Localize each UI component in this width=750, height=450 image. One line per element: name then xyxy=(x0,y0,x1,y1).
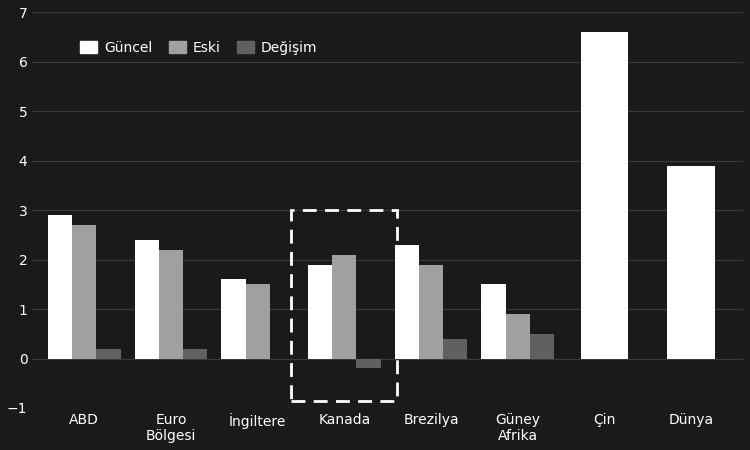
Bar xyxy=(443,339,467,359)
Bar xyxy=(482,284,506,359)
Bar xyxy=(245,284,270,359)
Bar xyxy=(580,32,628,359)
Bar xyxy=(97,349,121,359)
Bar xyxy=(48,215,72,359)
Bar xyxy=(183,349,208,359)
Bar xyxy=(506,314,530,359)
Bar xyxy=(308,265,332,359)
Bar xyxy=(530,334,554,359)
Bar xyxy=(356,359,381,369)
Bar xyxy=(221,279,245,359)
Legend: Güncel, Eski, Değişim: Güncel, Eski, Değişim xyxy=(75,35,322,60)
Bar xyxy=(72,225,97,359)
Bar xyxy=(419,265,443,359)
Bar xyxy=(332,255,356,359)
Bar xyxy=(159,250,183,359)
Bar xyxy=(668,166,715,359)
Bar xyxy=(134,240,159,359)
Bar xyxy=(394,245,419,359)
